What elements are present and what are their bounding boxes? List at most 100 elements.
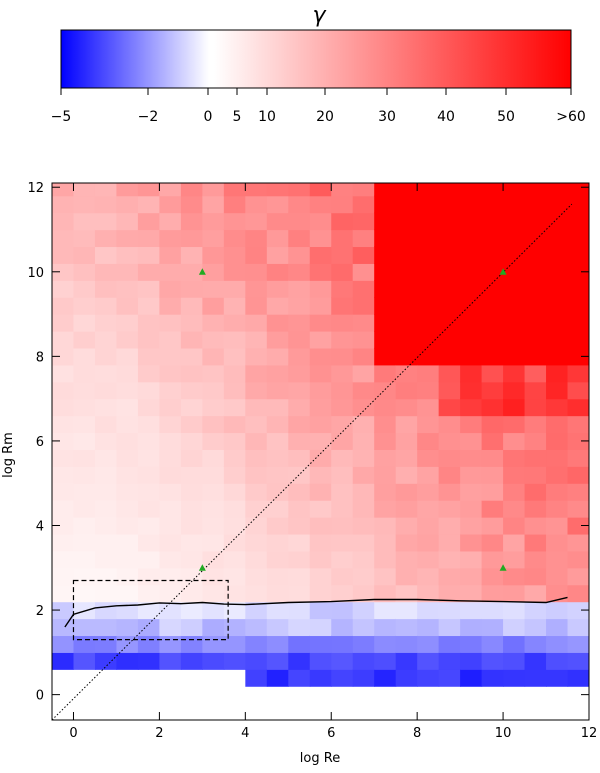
heatmap-cell (460, 195, 483, 214)
heatmap-cell (73, 330, 96, 349)
heatmap-cell (288, 652, 311, 670)
heatmap-cell (524, 584, 547, 603)
heatmap-cell (223, 246, 246, 264)
heatmap-cell (438, 314, 461, 332)
heatmap-cell (137, 652, 160, 670)
heatmap-cell (438, 432, 461, 450)
heatmap-cell (116, 567, 139, 586)
x-tick-label: 0 (69, 726, 77, 741)
heatmap-cell (546, 618, 569, 637)
heatmap-cell (374, 398, 397, 417)
heatmap-cell (223, 635, 246, 653)
heatmap-cell (94, 381, 118, 400)
heatmap-cell (137, 195, 160, 214)
heatmap-cell (331, 584, 354, 603)
heatmap-cell (288, 195, 311, 214)
heatmap-cell (503, 652, 526, 670)
heatmap-cell (223, 567, 246, 586)
heatmap-cell (567, 517, 589, 535)
heatmap-cell (180, 517, 203, 535)
heatmap-cell (417, 183, 440, 197)
heatmap-cell (52, 500, 75, 518)
heatmap-cell (438, 330, 461, 349)
heatmap-cell (417, 449, 440, 467)
heatmap-cell (73, 449, 96, 467)
heatmap-cell (309, 500, 332, 518)
heatmap-cell (180, 297, 203, 315)
heatmap-cell (159, 415, 182, 434)
heatmap-cell (288, 500, 311, 518)
heatmap-cell (352, 618, 375, 637)
heatmap-cell (524, 533, 547, 552)
heatmap-cell (503, 550, 526, 569)
heatmap-cell (223, 263, 246, 281)
heatmap-cell (159, 246, 182, 264)
heatmap-cell (567, 347, 589, 366)
heatmap-cell (137, 212, 160, 231)
heatmap-cell (137, 381, 160, 400)
heatmap-cell (94, 517, 118, 535)
heatmap-cell (116, 347, 139, 366)
y-tick-label: 12 (27, 181, 44, 196)
heatmap-cell (481, 584, 504, 603)
heatmap-cell (223, 314, 246, 332)
heatmap-cell (288, 183, 311, 197)
heatmap-cell (503, 347, 526, 366)
heatmap-cell (137, 550, 160, 569)
heatmap-cell (266, 500, 289, 518)
heatmap-cell (245, 280, 268, 298)
heatmap-cell (524, 297, 547, 315)
heatmap-cell (374, 280, 397, 298)
heatmap-cell (245, 415, 268, 434)
heatmap-cell (460, 381, 483, 400)
heatmap-cell (223, 618, 246, 637)
heatmap-cell (331, 466, 354, 484)
heatmap-cell (460, 297, 483, 315)
heatmap-cell (52, 183, 75, 197)
heatmap-cell (73, 183, 96, 197)
heatmap-cell (460, 449, 483, 467)
heatmap-cell (567, 432, 589, 450)
heatmap-cell (309, 263, 332, 281)
heatmap-cell (137, 297, 160, 315)
heatmap-cell (309, 466, 332, 484)
heatmap-cell (159, 381, 182, 400)
heatmap-cell (352, 246, 375, 264)
heatmap-cell (288, 381, 311, 400)
heatmap-cell (73, 517, 96, 535)
heatmap-cell (52, 432, 75, 450)
heatmap-cell (417, 483, 440, 501)
heatmap-cell (94, 212, 118, 231)
heatmap-cell (266, 246, 289, 264)
x-tick-label: 12 (581, 726, 598, 741)
heatmap-cell (331, 500, 354, 518)
heatmap-cell (223, 212, 246, 231)
heatmap-cell (116, 550, 139, 569)
heatmap-cell (567, 398, 589, 417)
heatmap-cell (309, 432, 332, 450)
heatmap-cell (137, 533, 160, 552)
colorbar-tick-label: 40 (437, 109, 455, 125)
heatmap-cell (159, 584, 182, 603)
heatmap-cell (180, 533, 203, 552)
heatmap-cell (137, 466, 160, 484)
heatmap-cell (180, 449, 203, 467)
heatmap-cell (503, 364, 526, 383)
heatmap-cell (524, 347, 547, 366)
heatmap-cell (331, 330, 354, 349)
heatmap-cell (116, 195, 139, 214)
heatmap-cell (73, 533, 96, 552)
heatmap-cell (438, 483, 461, 501)
heatmap-cell (460, 517, 483, 535)
heatmap-cell (438, 263, 461, 281)
heatmap-cell (503, 246, 526, 264)
heatmap-cell (546, 652, 569, 670)
heatmap-cell (352, 550, 375, 569)
heatmap-cell (309, 314, 332, 332)
heatmap-cell (352, 500, 375, 518)
heatmap-cell (481, 347, 504, 366)
heatmap-cell (202, 483, 225, 501)
heatmap-cell (73, 212, 96, 231)
heatmap-cell (94, 652, 118, 670)
heatmap-cell (331, 297, 354, 315)
